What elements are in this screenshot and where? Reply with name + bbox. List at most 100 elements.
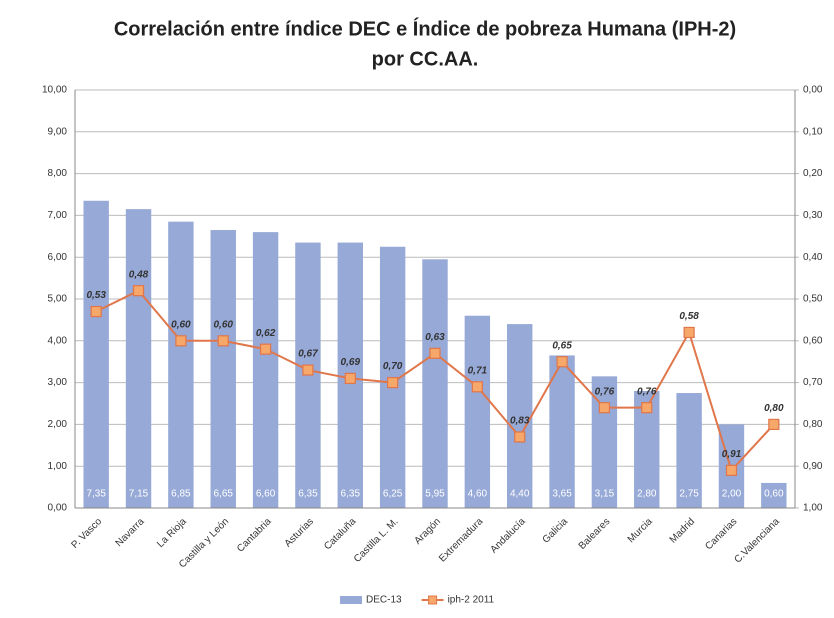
y2-tick-label: 0,30 <box>803 210 823 221</box>
bar-value-label: 4,60 <box>468 489 488 500</box>
y2-tick-label: 0,60 <box>803 335 823 346</box>
legend-label: iph-2 2011 <box>448 595 495 606</box>
y2-tick-label: 0,40 <box>803 252 823 263</box>
bar <box>676 393 702 508</box>
bar <box>549 355 575 508</box>
y-tick-label: 8,00 <box>48 168 68 179</box>
y-tick-label: 9,00 <box>48 126 68 137</box>
line-value-label: 0,71 <box>468 365 488 376</box>
bar-value-label: 2,75 <box>679 489 699 500</box>
bar-value-label: 2,00 <box>722 489 742 500</box>
bar <box>83 200 109 508</box>
bar-value-label: 6,35 <box>341 489 361 500</box>
y2-tick-label: 0,90 <box>803 461 823 472</box>
line-value-label: 0,60 <box>171 319 191 330</box>
line-marker <box>471 381 483 393</box>
x-tick-label: Asturias <box>283 516 316 549</box>
y-tick-label: 7,00 <box>48 210 68 221</box>
x-tick-label: Madrid <box>668 516 697 545</box>
y2-tick-label: 0,70 <box>803 377 823 388</box>
line-value-label: 0,62 <box>256 328 276 339</box>
line-marker <box>302 364 314 376</box>
line-marker <box>556 356 568 368</box>
legend-label: DEC-13 <box>366 595 402 606</box>
line-marker <box>132 285 145 297</box>
y2-tick-label: 0,80 <box>803 419 823 430</box>
chart-subtitle: por CC.AA. <box>372 48 479 70</box>
bar-value-label: 3,15 <box>595 489 615 500</box>
line-marker <box>344 372 356 385</box>
y-tick-label: 4,00 <box>48 335 68 346</box>
x-tick-label: C.Valenciana <box>732 516 782 566</box>
bar-value-label: 6,25 <box>383 489 403 500</box>
bar <box>507 324 533 508</box>
bar-value-label: 3,65 <box>552 489 572 500</box>
line-marker <box>259 343 272 355</box>
bar-value-label: 0,60 <box>764 489 784 500</box>
x-tick-label: Castilla L. M. <box>352 516 401 565</box>
bar-value-label: 2,80 <box>637 489 657 500</box>
bar-value-label: 6,85 <box>171 489 191 500</box>
line-marker <box>175 335 187 347</box>
line-marker <box>429 347 441 359</box>
x-tick-label: Baleares <box>577 516 613 552</box>
line-marker <box>768 418 780 430</box>
x-tick-label: Andalucía <box>488 516 528 556</box>
x-tick-label: La Rioja <box>155 516 189 550</box>
y-tick-label: 3,00 <box>48 377 68 388</box>
x-tick-label: Navarra <box>114 516 147 549</box>
line-value-label: 0,63 <box>425 332 445 343</box>
line-marker <box>598 402 611 414</box>
x-tick-label: P. Vasco <box>70 516 105 551</box>
bar <box>422 259 448 508</box>
line-marker <box>683 326 695 339</box>
y-tick-label: 5,00 <box>48 294 68 305</box>
x-tick-label: Cantabria <box>235 516 274 555</box>
y2-tick-label: 0,10 <box>803 126 823 137</box>
bar <box>464 315 491 508</box>
bar-value-label: 6,65 <box>214 489 234 500</box>
bar <box>125 209 152 508</box>
line-marker <box>90 305 102 318</box>
y2-tick-label: 0,20 <box>803 168 823 179</box>
x-tick-label: Extremadura <box>437 516 486 565</box>
line-value-label: 0,65 <box>552 340 572 351</box>
x-tick-label: Canarias <box>703 516 739 552</box>
line-value-label: 0,53 <box>86 290 106 301</box>
y-tick-label: 6,00 <box>48 252 68 263</box>
y2-tick-label: 0,00 <box>803 85 823 96</box>
x-tick-label: Aragón <box>412 516 443 547</box>
line-value-label: 0,76 <box>637 386 657 397</box>
line-value-label: 0,58 <box>679 311 699 322</box>
line-value-label: 0,80 <box>764 403 784 414</box>
line-marker <box>641 402 653 414</box>
line-value-label: 0,48 <box>129 269 149 280</box>
bar-value-label: 4,40 <box>510 489 530 500</box>
bar <box>168 221 194 509</box>
bar <box>210 230 236 508</box>
y-tick-label: 0,00 <box>48 503 68 514</box>
y2-tick-label: 1,00 <box>803 503 823 514</box>
line-marker <box>387 377 399 389</box>
x-tick-label: Murcia <box>626 516 655 545</box>
bar <box>252 232 279 508</box>
line-value-label: 0,67 <box>298 349 318 360</box>
y-tick-label: 10,00 <box>42 85 67 96</box>
line-value-label: 0,83 <box>510 416 530 427</box>
line-value-label: 0,60 <box>214 319 234 330</box>
y-tick-label: 2,00 <box>48 419 68 430</box>
bar-value-label: 6,35 <box>298 489 318 500</box>
bar-value-label: 5,95 <box>425 489 445 500</box>
legend-swatch <box>428 595 438 605</box>
y-tick-label: 1,00 <box>48 461 68 472</box>
bar-value-label: 7,15 <box>129 489 149 500</box>
line-value-label: 0,69 <box>341 357 361 368</box>
x-tick-label: Galicia <box>541 516 571 546</box>
line-value-label: 0,76 <box>595 386 615 397</box>
y2-tick-label: 0,50 <box>803 294 823 305</box>
line-value-label: 0,91 <box>722 449 742 460</box>
line-marker <box>217 335 229 347</box>
legend-swatch <box>340 596 362 604</box>
x-tick-label: Cataluña <box>322 516 358 552</box>
